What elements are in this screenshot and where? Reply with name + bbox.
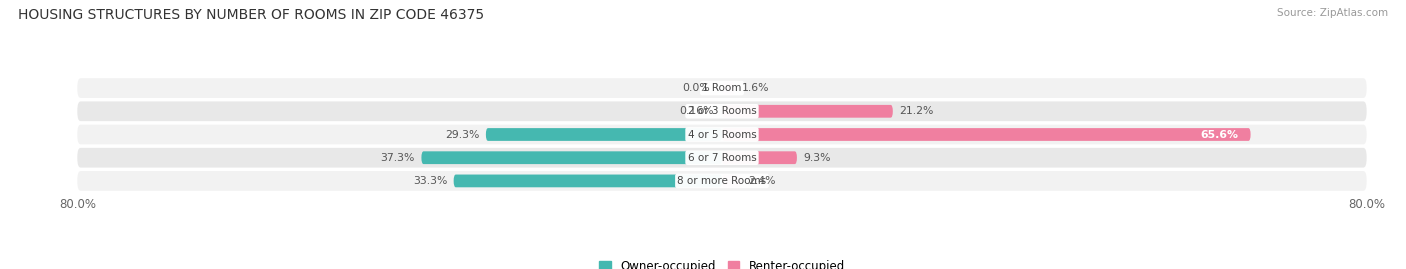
FancyBboxPatch shape (723, 105, 893, 118)
FancyBboxPatch shape (723, 175, 741, 187)
Text: 9.3%: 9.3% (803, 153, 831, 163)
FancyBboxPatch shape (486, 128, 723, 141)
Text: 4 or 5 Rooms: 4 or 5 Rooms (688, 129, 756, 140)
FancyBboxPatch shape (723, 151, 797, 164)
FancyBboxPatch shape (454, 175, 723, 187)
Text: 2.4%: 2.4% (748, 176, 775, 186)
Text: 65.6%: 65.6% (1201, 129, 1239, 140)
Text: 6 or 7 Rooms: 6 or 7 Rooms (688, 153, 756, 163)
Text: HOUSING STRUCTURES BY NUMBER OF ROOMS IN ZIP CODE 46375: HOUSING STRUCTURES BY NUMBER OF ROOMS IN… (18, 8, 485, 22)
Text: 0.16%: 0.16% (679, 106, 714, 116)
FancyBboxPatch shape (723, 128, 1250, 141)
FancyBboxPatch shape (723, 82, 735, 94)
FancyBboxPatch shape (77, 78, 1367, 98)
Text: 8 or more Rooms: 8 or more Rooms (678, 176, 766, 186)
FancyBboxPatch shape (720, 105, 723, 118)
Text: 1 Room: 1 Room (702, 83, 742, 93)
FancyBboxPatch shape (77, 125, 1367, 144)
Text: Source: ZipAtlas.com: Source: ZipAtlas.com (1277, 8, 1388, 18)
Text: 0.0%: 0.0% (682, 83, 710, 93)
FancyBboxPatch shape (77, 148, 1367, 168)
Text: 2 or 3 Rooms: 2 or 3 Rooms (688, 106, 756, 116)
FancyBboxPatch shape (77, 171, 1367, 191)
Legend: Owner-occupied, Renter-occupied: Owner-occupied, Renter-occupied (599, 260, 845, 269)
Text: 33.3%: 33.3% (413, 176, 447, 186)
FancyBboxPatch shape (422, 151, 723, 164)
FancyBboxPatch shape (77, 101, 1367, 121)
Text: 1.6%: 1.6% (741, 83, 769, 93)
Text: 29.3%: 29.3% (446, 129, 479, 140)
Text: 21.2%: 21.2% (900, 106, 934, 116)
Text: 37.3%: 37.3% (381, 153, 415, 163)
